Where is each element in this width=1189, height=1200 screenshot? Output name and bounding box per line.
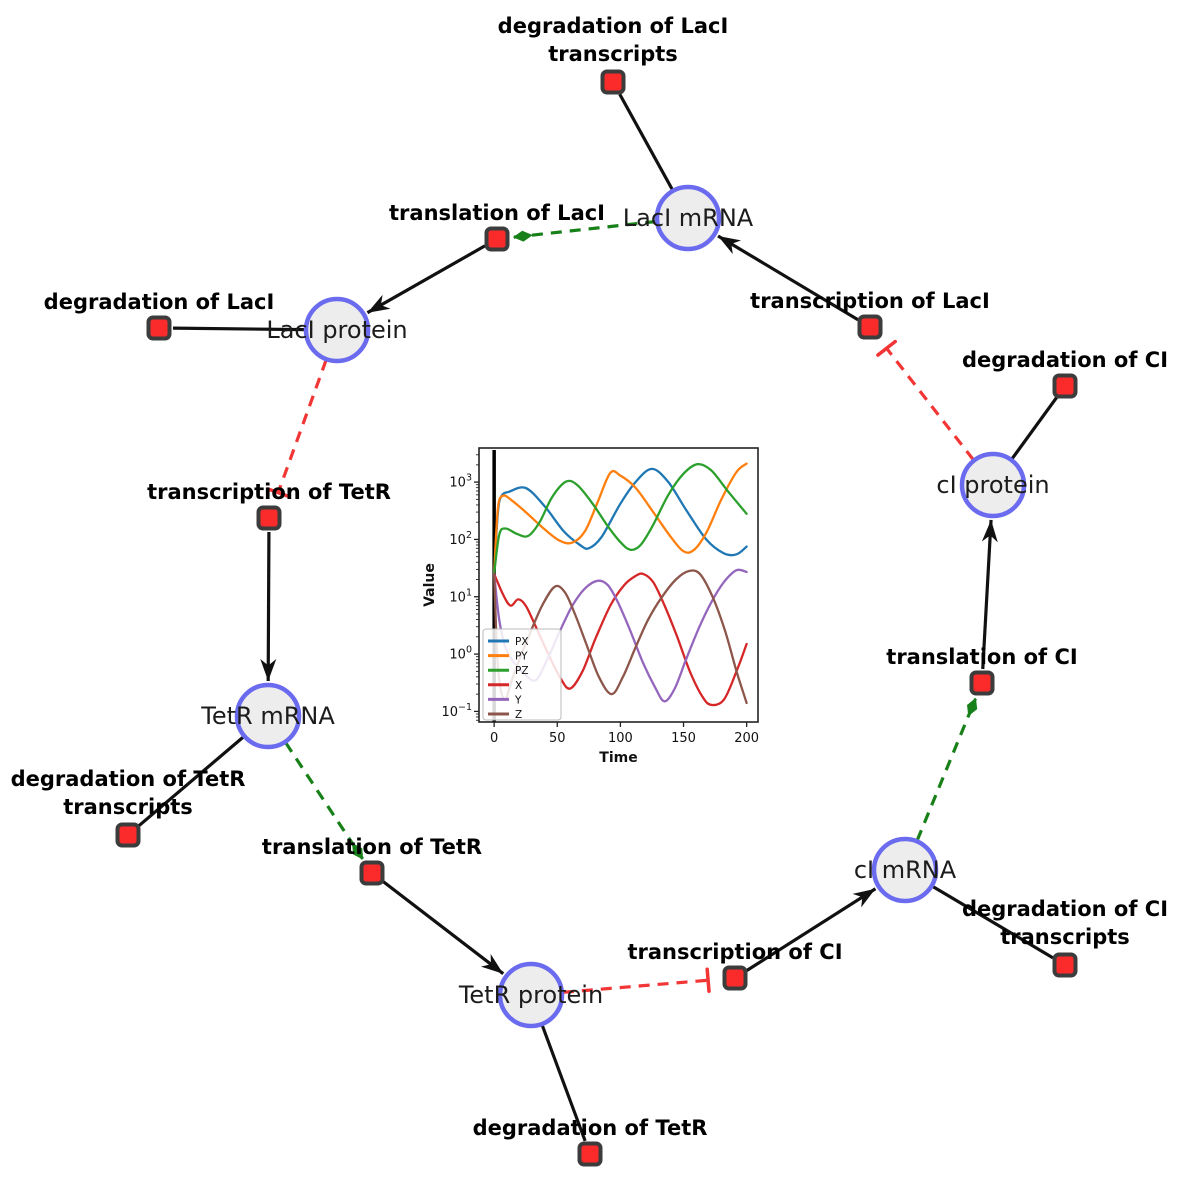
reaction-label-deg_ci: degradation of CI	[962, 348, 1168, 372]
legend-label-PX: PX	[515, 636, 529, 648]
edge-product-tx_laci-laci_mrna	[717, 234, 859, 322]
svg-text:100: 100	[608, 731, 633, 746]
network-edges	[137, 93, 1059, 1142]
reaction-label-transl_tetr: translation of TetR	[262, 835, 482, 859]
edge-inhibition-ci_protein-tx_laci	[876, 339, 975, 461]
reaction-node-transl_ci	[969, 670, 995, 696]
svg-text:101: 101	[449, 587, 472, 605]
edge-reactant-laci_protein-deg_laci	[172, 326, 306, 332]
network-nodes	[115, 69, 1078, 1167]
reaction-label-deg_ci_tx: degradation of CI transcripts	[962, 897, 1168, 949]
svg-text:100: 100	[449, 645, 472, 663]
network-labels: LacI mRNA LacI protein TetR mRNA TetR prote…	[11, 14, 1168, 1140]
chart-legend: PX PY PZ XYZ	[482, 628, 562, 721]
species-node-tetr_protein	[497, 961, 565, 1029]
legend-label-Y: Y	[514, 694, 522, 706]
edge-modifier-tetr_mrna-transl_tetr	[284, 741, 364, 860]
reaction-node-deg_ci_tx	[1052, 952, 1078, 978]
reaction-label-transl_ci: translation of CI	[886, 645, 1077, 669]
reaction-label-deg_tetr: degradation of TetR	[473, 1116, 708, 1140]
legend-label-PY: PY	[515, 651, 528, 663]
chart-figure-background	[421, 436, 772, 770]
edge-reactant-ci_mrna-deg_ci_tx	[931, 884, 1054, 960]
species-label-tetr_protein: TetR protein	[458, 981, 603, 1009]
reaction-label-tx_laci: transcription of LacI	[750, 289, 990, 313]
reaction-label-deg_laci_tx: degradation of LacI transcripts	[498, 14, 729, 66]
reaction-node-deg_tetr	[577, 1141, 603, 1167]
species-label-ci_mrna: cI mRNA	[854, 856, 957, 884]
species-node-tetr_mrna	[234, 682, 302, 750]
species-node-ci_mrna	[871, 836, 939, 904]
chart-line-PY	[492, 462, 748, 576]
species-node-ci_protein	[959, 451, 1027, 519]
svg-text:102: 102	[449, 530, 472, 548]
chart-line-PX	[492, 467, 748, 576]
reaction-label-tx_ci: transcription of CI	[627, 940, 842, 964]
edge-reactant-tetr_mrna-deg_tetr_tx	[137, 735, 245, 828]
reaction-node-tx_ci	[722, 965, 748, 991]
edge-product-transl_laci-laci_protein	[366, 244, 486, 315]
reaction-node-deg_laci_tx	[600, 69, 626, 95]
species-node-laci_protein	[303, 296, 371, 364]
reaction-label-deg_tetr_tx: degradation of TetR transcripts	[11, 767, 246, 819]
reaction-node-tx_tetr	[256, 505, 282, 531]
edge-reactant-tetr_protein-deg_tetr	[540, 1024, 587, 1142]
reaction-label-transl_laci: translation of LacI	[389, 201, 605, 225]
edge-inhibition-laci_protein-tx_tetr	[266, 359, 328, 499]
species-label-tetr_mrna: TetR mRNA	[200, 702, 335, 730]
edge-product-tx_tetr-tetr_mrna	[260, 531, 277, 682]
chart-legend-box	[482, 628, 562, 721]
species-label-laci_protein: LacI protein	[266, 316, 407, 344]
svg-text:200: 200	[734, 731, 759, 746]
edge-modifier-ci_mrna-transl_ci	[915, 697, 978, 842]
edge-modifier-laci_mrna-transl_laci	[512, 219, 657, 242]
reaction-label-deg_laci: degradation of LacI	[44, 290, 275, 314]
chart-axes-box	[478, 447, 759, 723]
species-node-laci_mrna	[654, 184, 722, 252]
chart-tick-labels: 103 102 101 100 10−1 0 50 100 150 200	[441, 473, 759, 746]
legend-label-PZ: PZ	[515, 665, 529, 677]
reaction-node-deg_ci	[1052, 373, 1078, 399]
species-label-laci_mrna: LacI mRNA	[623, 204, 754, 232]
edge-reactant-laci_mrna-deg_laci_tx	[618, 93, 674, 191]
edge-inhibition-tetr_protein-tx_ci	[562, 967, 711, 994]
edge-reactant-ci_protein-deg_ci	[1010, 396, 1059, 461]
svg-text:10−1: 10−1	[441, 702, 472, 720]
legend-label-Z: Z	[515, 709, 522, 721]
reaction-label-tx_tetr: transcription of TetR	[147, 480, 391, 504]
chart-line-PZ	[492, 462, 748, 576]
reaction-node-tx_laci	[857, 314, 883, 340]
chart-line-X	[492, 572, 748, 707]
reaction-node-transl_laci	[484, 226, 510, 252]
edge-product-transl_tetr-tetr_protein	[382, 880, 505, 975]
svg-text:50: 50	[549, 731, 566, 746]
edge-product-tx_ci-ci_mrna	[745, 887, 877, 972]
reaction-node-deg_laci	[146, 315, 172, 341]
chart-ylabel: Value	[422, 563, 438, 607]
legend-label-X: X	[515, 680, 522, 692]
svg-text:103: 103	[449, 473, 472, 491]
species-label-ci_protein: cI protein	[936, 471, 1049, 499]
svg-text:0: 0	[490, 731, 498, 746]
reaction-node-transl_tetr	[359, 860, 385, 886]
reaction-node-deg_tetr_tx	[115, 822, 141, 848]
chart-xlabel: Time	[599, 750, 637, 766]
edge-product-transl_ci-ci_protein	[981, 519, 998, 670]
svg-text:150: 150	[671, 731, 696, 746]
